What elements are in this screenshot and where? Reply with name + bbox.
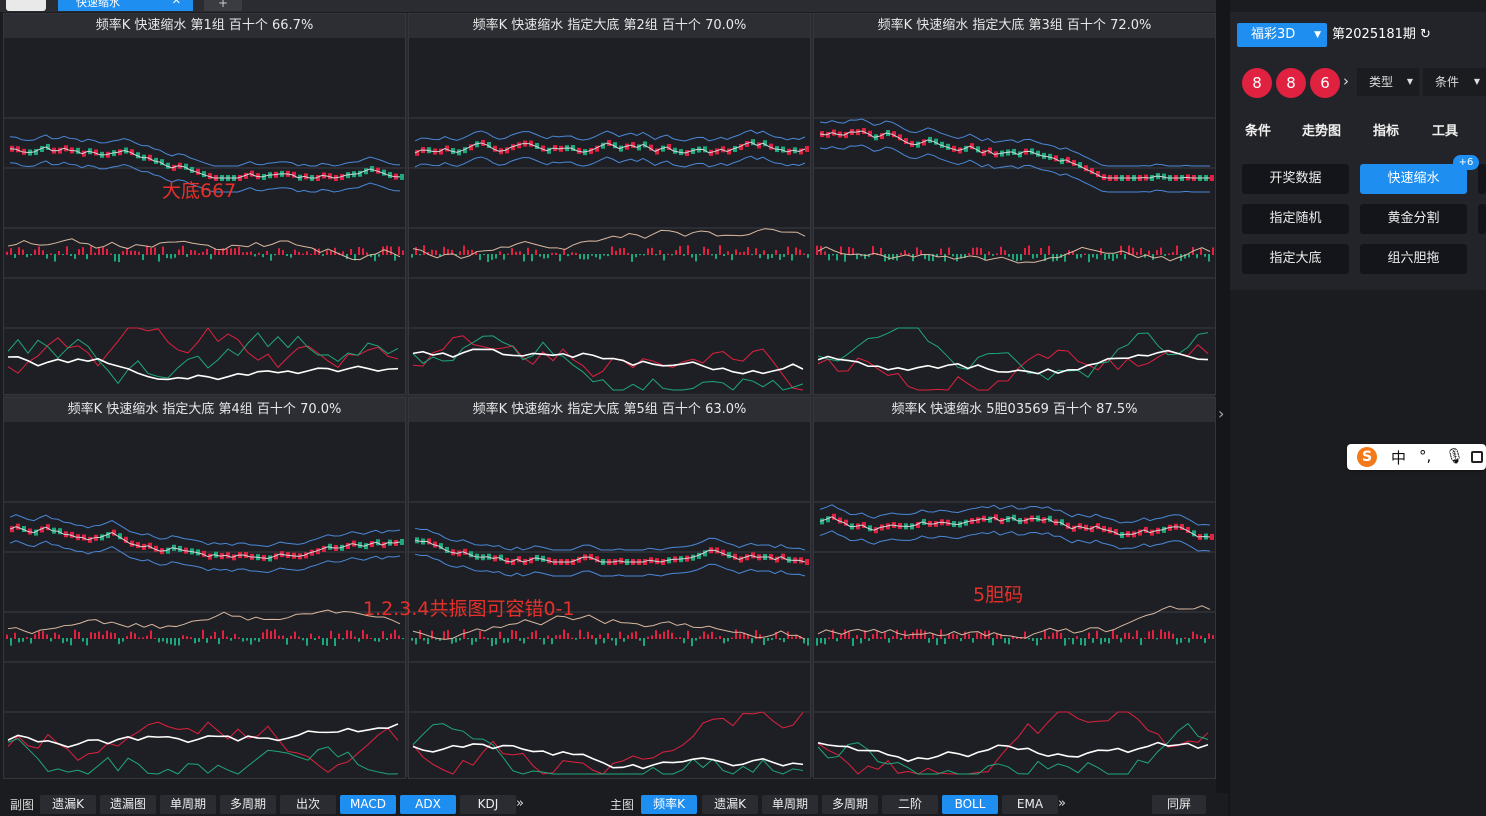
sync-screen-button[interactable]: 同屏 [1152,795,1206,814]
panel-title: 频率K 快速缩水 指定大底 第5组 百十个 63.0% [409,398,810,422]
sub-chart-option[interactable]: 遗漏图 [100,795,156,814]
tab-trend-chart[interactable]: 走势图 [1302,124,1342,139]
main-chart-option[interactable]: 单周期 [762,795,818,814]
chevron-right-icon[interactable]: › [1218,404,1225,423]
sub-chart-option[interactable]: 遗漏K [40,795,96,814]
microphone-icon[interactable]: 🎙 [1445,447,1465,465]
main-chart-option[interactable]: BOLL [942,795,998,814]
handwritten-annotation: 1.2.3.4共振图可容错0-1 [363,598,575,620]
draw-ball: 8 [1242,68,1272,98]
base-button[interactable]: 指定大底 [1242,244,1349,274]
lottery-name: 福彩3D [1251,27,1296,42]
condition-dropdown-label: 条件 [1435,75,1460,89]
issue-text: 第2025181期 [1332,27,1416,42]
caret-down-icon: ▼ [1473,77,1480,86]
more-button[interactable] [1478,164,1486,194]
caret-down-icon: ▼ [1406,77,1413,86]
chart-grid: 频率K 快速缩水 第1组 百十个 66.7% 频率K 快速缩水 指定大底 第2组 … [3,13,1216,779]
chevron-right-icon[interactable]: › [1343,72,1349,90]
tab-quick-shrink[interactable]: 快速缩水 ✕ [58,0,193,11]
chart-panel[interactable]: 频率K 快速缩水 指定大底 第2组 百十个 70.0% [408,13,811,395]
count-badge: +6 [1453,155,1479,170]
main-chart-option[interactable]: 频率K [641,795,697,814]
refresh-icon[interactable]: ↻ [1420,27,1431,42]
tab-tools[interactable]: 工具 [1432,124,1459,139]
sub-chart-option[interactable]: 单周期 [160,795,216,814]
sub-chart-option[interactable]: 出次 [280,795,336,814]
type-dropdown[interactable]: 类型 ▼ [1357,68,1419,96]
main-chart-option[interactable]: 多周期 [822,795,878,814]
condition-dropdown[interactable]: 条件 ▼ [1423,68,1486,96]
sub-chart-option[interactable]: ADX [400,795,456,814]
issue-number: 第2025181期 ↻ [1332,23,1431,47]
chart-panel[interactable]: 频率K 快速缩水 指定大底 第5组 百十个 63.0% [408,397,811,779]
sub-chart-option[interactable]: 多周期 [220,795,276,814]
frequency-k-chart [4,501,405,775]
chart-panel[interactable]: 频率K 快速缩水 第1组 百十个 66.7% [3,13,406,395]
golden-split-button[interactable]: 黄金分割 [1360,204,1467,234]
panel-title: 频率K 快速缩水 5胆03569 百十个 87.5% [814,398,1215,422]
more-icon[interactable]: » [516,796,524,811]
panel-title: 频率K 快速缩水 指定大底 第3组 百十个 72.0% [814,14,1215,38]
frequency-k-chart [4,117,405,385]
chart-panel[interactable]: 频率K 快速缩水 指定大底 第3组 百十个 72.0% [813,13,1216,395]
tab-indicators[interactable]: 指标 [1373,124,1400,139]
home-icon[interactable] [6,0,46,11]
frequency-k-chart [409,117,810,391]
panel-title: 频率K 快速缩水 第1组 百十个 66.7% [4,14,405,38]
ime-lang[interactable]: 中 [1391,449,1407,467]
caret-down-icon: ▼ [1314,30,1321,40]
more-button[interactable] [1478,204,1486,234]
ime-toolbar: S 中 °, 🎙 [1347,444,1486,470]
lottery-select[interactable]: 福彩3D ▼ [1237,23,1327,47]
sidebar-divider [1216,0,1230,816]
draw-ball: 8 [1276,68,1306,98]
draw-ball: 6 [1310,68,1340,98]
type-dropdown-label: 类型 [1369,75,1394,89]
more-icon[interactable]: » [1058,796,1066,811]
tab-conditions[interactable]: 条件 [1245,124,1272,139]
random-button[interactable]: 指定随机 [1242,204,1349,234]
chart-panel[interactable]: 频率K 快速缩水 5胆03569 百十个 87.5% [813,397,1216,779]
right-panel [1230,12,1486,290]
chart-panel[interactable]: 频率K 快速缩水 指定大底 第4组 百十个 70.0% [3,397,406,779]
add-tab-button[interactable]: + [204,0,242,11]
panel-title: 频率K 快速缩水 指定大底 第2组 百十个 70.0% [409,14,810,38]
group6-button[interactable]: 组六胆拖 [1360,244,1467,274]
panel-title: 频率K 快速缩水 指定大底 第4组 百十个 70.0% [4,398,405,422]
main-chart-label: 主图 [610,798,635,812]
sub-chart-option[interactable]: KDJ [460,795,516,814]
close-icon[interactable]: ✕ [171,0,181,7]
handwritten-annotation: 大底667 [162,180,237,202]
keyboard-icon[interactable] [1471,451,1483,463]
main-chart-option[interactable]: 遗漏K [702,795,758,814]
top-tab-bar: 快速缩水 ✕ + [0,0,1228,12]
sogou-logo-icon[interactable]: S [1357,447,1377,467]
frequency-k-chart [409,501,810,775]
sub-chart-label: 副图 [10,798,35,812]
handwritten-annotation: 5胆码 [973,584,1024,606]
sub-chart-option[interactable]: MACD [340,795,396,814]
main-chart-option[interactable]: EMA [1002,795,1058,814]
frequency-k-chart [814,117,1215,391]
quick-shrink-button[interactable]: 快速缩水 [1360,164,1467,194]
main-chart-option[interactable]: 二阶 [882,795,938,814]
punctuation-icon[interactable]: °, [1419,447,1432,465]
frequency-k-chart [814,501,1215,775]
tab-label: 快速缩水 [76,0,120,9]
right-panel-empty [1230,290,1486,816]
draw-data-button[interactable]: 开奖数据 [1242,164,1349,194]
